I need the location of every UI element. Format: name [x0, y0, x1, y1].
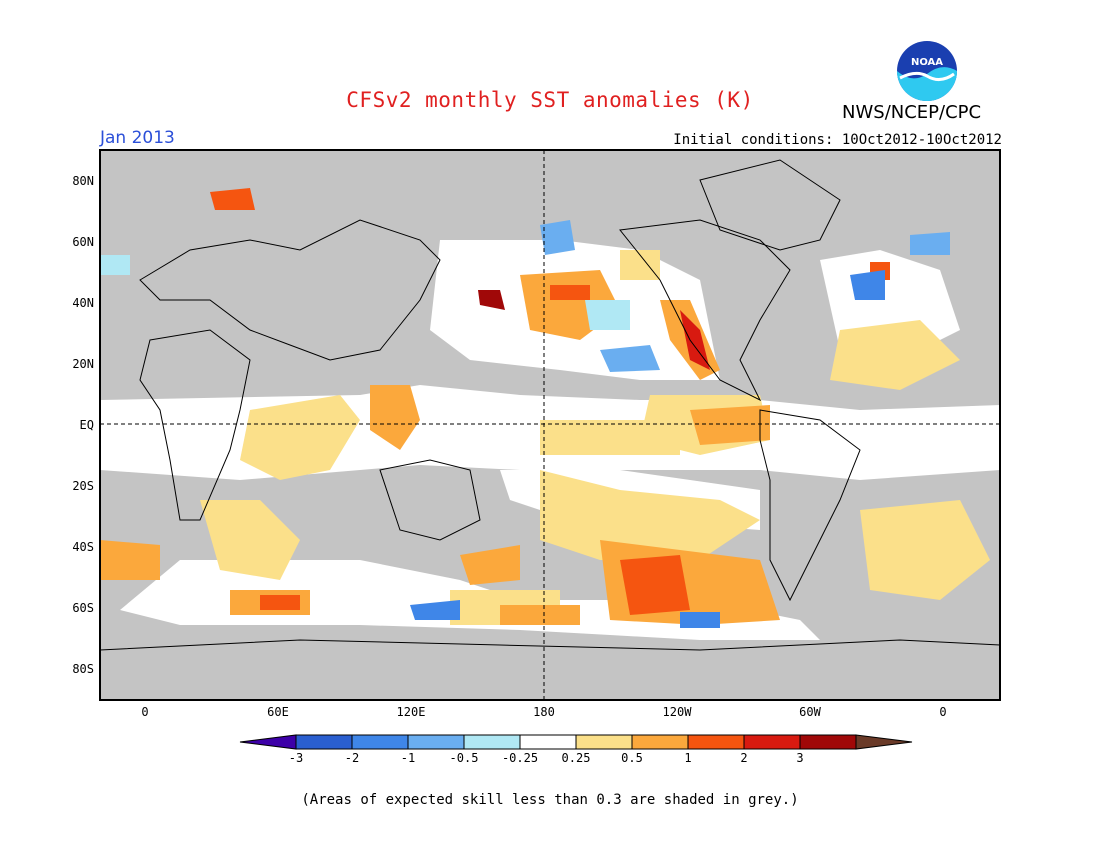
lon-label: 180 [533, 705, 555, 719]
colorbar-tick-label: 1 [684, 751, 691, 765]
lon-label: 60E [267, 705, 289, 719]
colorbar-tick-label: -0.5 [450, 751, 479, 765]
colorbar-segment [295, 734, 353, 750]
latitude-axis: 80N 60N 40N 20N EQ 20S 40S 60S 80S [72, 174, 94, 676]
coastlines [99, 159, 1001, 651]
colorbar-tick-label: 0.25 [562, 751, 591, 765]
longitude-axis: 0 60E 120E 180 120W 60W 0 [141, 705, 946, 719]
lat-label: 80N [72, 174, 94, 188]
lat-label: 20S [72, 479, 94, 493]
colorbar-segment [799, 734, 857, 750]
lat-label: EQ [80, 418, 94, 432]
colorbar-tick-label: -3 [289, 751, 303, 765]
lat-label: 60S [72, 601, 94, 615]
lon-label: 120E [397, 705, 426, 719]
colorbar-segment [575, 734, 633, 750]
colorbar-segment [743, 734, 801, 750]
lat-label: 20N [72, 357, 94, 371]
noaa-logo-text: NOAA [911, 57, 943, 68]
sst-anomaly-map: 80N 60N 40N 20N EQ 20S 40S 60S 80S 0 60E… [72, 149, 1001, 765]
colorbar-tick-label: 3 [796, 751, 803, 765]
agency-label: NWS/NCEP/CPC [842, 102, 982, 123]
colorbar-segment [631, 734, 689, 750]
lat-label: 40N [72, 296, 94, 310]
map-frame [99, 149, 1001, 701]
lon-label: 0 [939, 705, 946, 719]
lon-label: 0 [141, 705, 148, 719]
colorbar-high-arrow [855, 734, 913, 750]
footnote: (Areas of expected skill less than 0.3 a… [301, 792, 799, 808]
colorbar-segment [351, 734, 409, 750]
noaa-logo: NOAA [896, 40, 958, 102]
map-title: CFSv2 monthly SST anomalies (K) [346, 88, 754, 112]
forecast-month: Jan 2013 [100, 128, 175, 148]
colorbar-segment [687, 734, 745, 750]
colorbar-tick-label: 2 [740, 751, 747, 765]
anomaly-patches [100, 188, 1000, 640]
lat-label: 80S [72, 662, 94, 676]
colorbar-segment [519, 734, 577, 750]
lat-label: 60N [72, 235, 94, 249]
colorbar-segment [463, 734, 521, 750]
lon-label: 60W [799, 705, 821, 719]
lat-label: 40S [72, 540, 94, 554]
colorbar-tick-label: -2 [345, 751, 359, 765]
colorbar: -3 -2 -1 -0.5 -0.25 0.25 0.5 1 2 3 [239, 734, 913, 765]
colorbar-tick-label: -1 [401, 751, 415, 765]
colorbar-tick-label: -0.25 [502, 751, 538, 765]
colorbar-tick-label: 0.5 [621, 751, 643, 765]
lon-label: 120W [663, 705, 693, 719]
initial-conditions: Initial conditions: 10Oct2012-10Oct2012 [673, 132, 1002, 148]
colorbar-low-arrow [239, 734, 297, 750]
colorbar-segment [407, 734, 465, 750]
